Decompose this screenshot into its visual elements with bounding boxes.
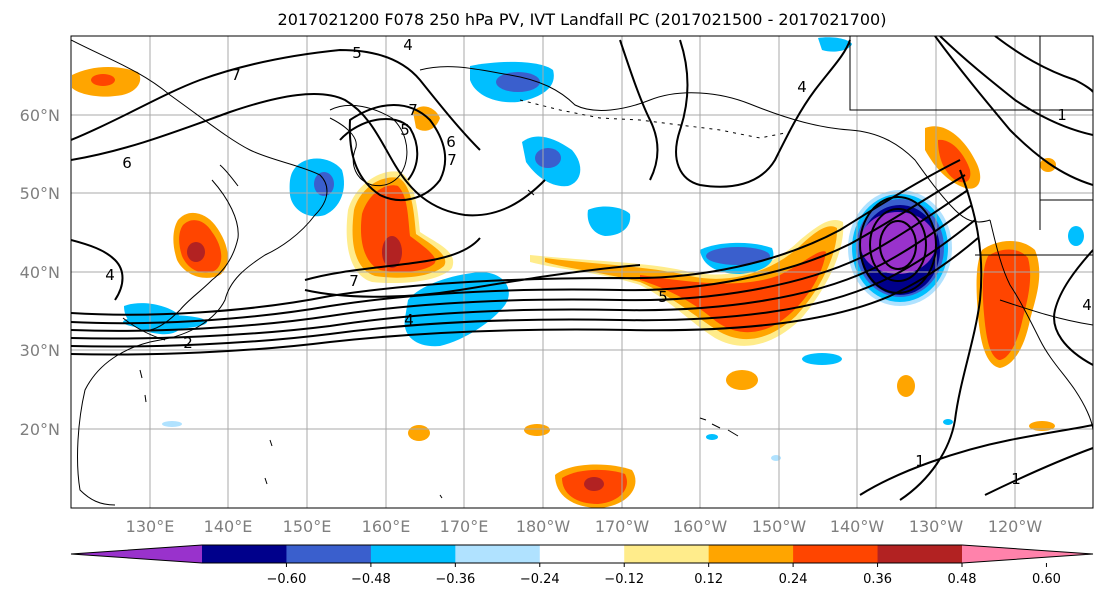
contour-label: 2 xyxy=(183,334,193,352)
map-title: 2017021200 F078 250 hPa PV, IVT Landfall… xyxy=(278,10,887,29)
colorbar-tick-label: −0.24 xyxy=(520,572,560,587)
colorbar-tick-label: 0.24 xyxy=(779,572,808,587)
lon-label: 150°E xyxy=(283,517,332,536)
latitude-labels: 60°N 50°N 40°N 30°N 20°N xyxy=(20,106,60,439)
colorbar-extend-low xyxy=(71,545,202,563)
lon-label: 130°W xyxy=(909,517,964,536)
contour-label: 4 xyxy=(1082,296,1092,314)
lon-label: 130°E xyxy=(126,517,175,536)
lon-label: 140°E xyxy=(204,517,253,536)
colorbar-segment xyxy=(286,545,372,563)
colorbar-segment xyxy=(202,545,287,563)
colorbar-tick-label: −0.60 xyxy=(267,572,307,587)
contour-label: 6 xyxy=(122,154,132,172)
lon-label: 140°W xyxy=(830,517,885,536)
colorbar-segment xyxy=(793,545,879,563)
pv-contours xyxy=(71,36,1093,501)
colorbar-outline xyxy=(70,544,1094,564)
map-frame xyxy=(70,35,1094,509)
lon-label: 170°W xyxy=(595,517,650,536)
contour-label: 4 xyxy=(105,266,115,284)
contour-label: 1 xyxy=(915,452,925,470)
coastlines xyxy=(71,36,1093,506)
contour-label: 5 xyxy=(400,121,410,139)
contour-label: 7 xyxy=(231,66,241,84)
contour-label: 7 xyxy=(408,101,418,119)
contour-label: 1 xyxy=(1011,470,1021,488)
colorbar-tick-label: 0.60 xyxy=(1032,572,1061,587)
longitude-labels: 130°E 140°E 150°E 160°E 170°E 180°W 170°… xyxy=(126,517,1043,536)
lat-label: 60°N xyxy=(20,106,60,125)
lat-label: 20°N xyxy=(20,420,60,439)
contour-label: 5 xyxy=(658,288,668,306)
lon-label: 120°W xyxy=(988,517,1043,536)
colorbar-tick-label: 0.36 xyxy=(863,572,892,587)
colorbar-segment xyxy=(877,545,963,563)
lon-label: 170°E xyxy=(440,517,489,536)
contour-labels: 7 5 4 7 6 7 6 5 7 4 5 4 4 2 1 1 1 4 xyxy=(105,36,1092,488)
colorbar-tick-label: −0.36 xyxy=(435,572,475,587)
colorbar-extend-high xyxy=(962,545,1093,563)
lon-label: 160°E xyxy=(362,517,411,536)
colorbar: −0.60 −0.48 −0.36 −0.24 −0.12 0.12 0.24 0.36 0.4… xyxy=(70,544,1094,587)
contour-label: 4 xyxy=(797,78,807,96)
colorbar-segment xyxy=(624,545,710,563)
colorbar-tick-label: 0.12 xyxy=(694,572,723,587)
contour-label: 1 xyxy=(1057,106,1067,124)
colorbar-tick-label: −0.12 xyxy=(604,572,644,587)
contour-label: 4 xyxy=(403,36,413,54)
colorbar-segment xyxy=(455,545,541,563)
lon-label: 180°W xyxy=(516,517,571,536)
colorbar-tick-label: −0.48 xyxy=(351,572,391,587)
contour-label: 7 xyxy=(447,151,457,169)
lon-label: 160°W xyxy=(673,517,728,536)
lon-label: 150°W xyxy=(752,517,807,536)
colorbar-segment xyxy=(708,545,794,563)
lat-label: 50°N xyxy=(20,184,60,203)
lat-label: 30°N xyxy=(20,341,60,360)
contour-label: 5 xyxy=(352,44,362,62)
colorbar-tick-label: 0.48 xyxy=(948,572,977,587)
colorbar-segment xyxy=(370,545,456,563)
contour-label: 7 xyxy=(349,272,359,290)
contour-label: 6 xyxy=(446,133,456,151)
map-panel: 7 5 4 7 6 7 6 5 7 4 5 4 4 2 1 1 1 4 xyxy=(71,36,1093,508)
lat-label: 40°N xyxy=(20,263,60,282)
contour-label: 4 xyxy=(404,311,414,329)
colorbar-segment xyxy=(539,545,625,563)
